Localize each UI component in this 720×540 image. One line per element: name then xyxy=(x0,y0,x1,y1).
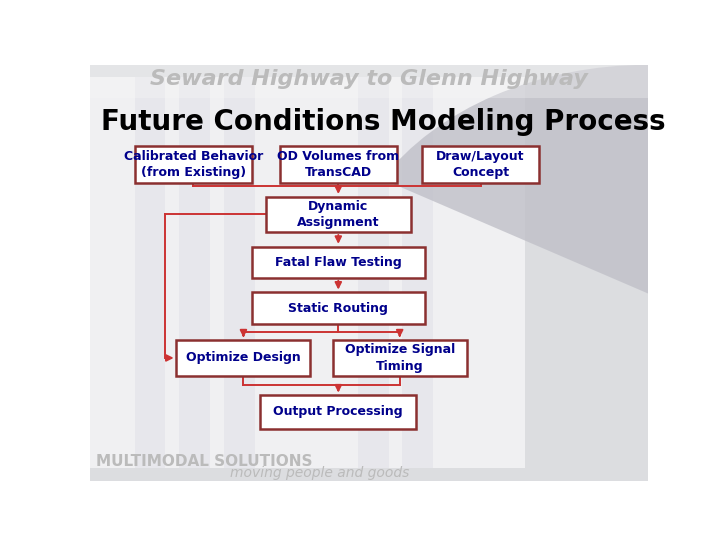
Text: moving people and goods: moving people and goods xyxy=(230,466,409,480)
FancyBboxPatch shape xyxy=(422,146,539,183)
Text: Seward Highway to Glenn Highway: Seward Highway to Glenn Highway xyxy=(150,69,588,89)
Text: Future Conditions Modeling Process: Future Conditions Modeling Process xyxy=(101,109,666,137)
Text: Fatal Flaw Testing: Fatal Flaw Testing xyxy=(275,256,402,269)
Bar xyxy=(90,65,648,98)
Text: MULTIMODAL SOLUTIONS: MULTIMODAL SOLUTIONS xyxy=(96,454,312,469)
FancyBboxPatch shape xyxy=(135,146,252,183)
Bar xyxy=(224,77,255,468)
Text: Draw/Layout
Concept: Draw/Layout Concept xyxy=(436,150,525,179)
Text: Static Routing: Static Routing xyxy=(289,301,388,314)
Text: Dynamic
Assignment: Dynamic Assignment xyxy=(297,200,379,230)
Bar xyxy=(358,77,389,468)
Bar xyxy=(179,77,210,468)
FancyBboxPatch shape xyxy=(333,340,467,376)
FancyBboxPatch shape xyxy=(280,146,397,183)
Bar xyxy=(90,77,526,468)
Wedge shape xyxy=(382,65,720,294)
Text: Calibrated Behavior
(from Existing): Calibrated Behavior (from Existing) xyxy=(124,150,263,179)
FancyBboxPatch shape xyxy=(176,340,310,376)
Bar xyxy=(402,77,433,468)
FancyBboxPatch shape xyxy=(252,293,425,323)
FancyBboxPatch shape xyxy=(266,197,411,232)
Bar xyxy=(135,77,166,468)
Text: Output Processing: Output Processing xyxy=(274,406,403,419)
FancyBboxPatch shape xyxy=(260,395,416,429)
Text: Optimize Signal
Timing: Optimize Signal Timing xyxy=(345,343,455,373)
Text: Optimize Design: Optimize Design xyxy=(186,352,301,365)
FancyBboxPatch shape xyxy=(252,247,425,278)
Text: OD Volumes from
TransCAD: OD Volumes from TransCAD xyxy=(277,150,400,179)
